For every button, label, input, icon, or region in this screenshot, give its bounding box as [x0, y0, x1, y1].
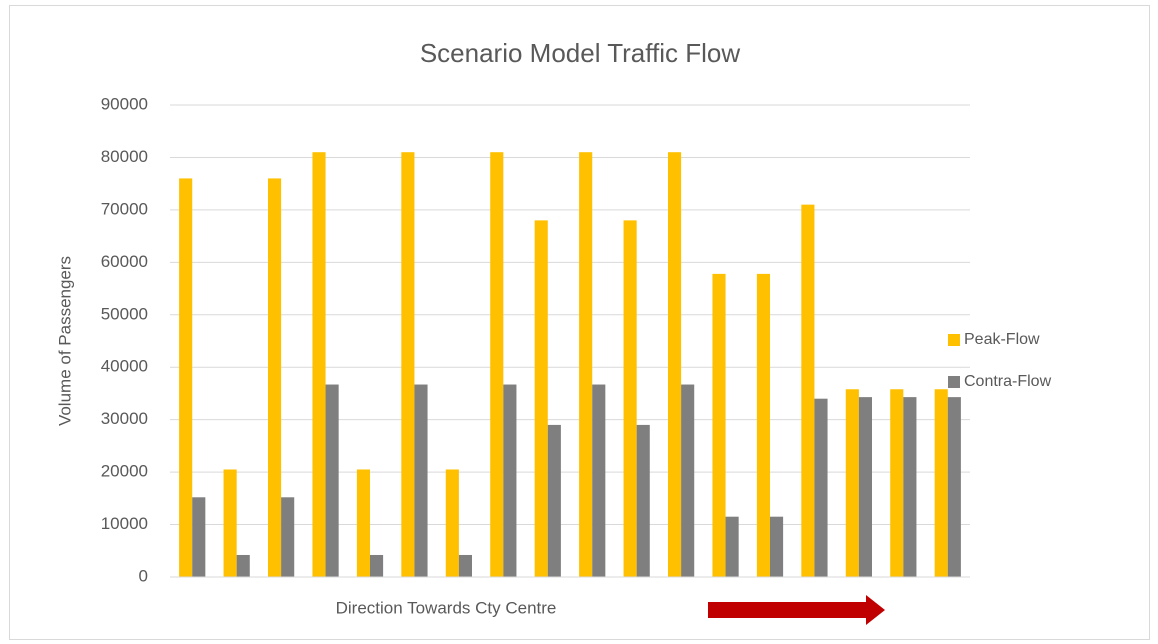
bar — [668, 152, 682, 577]
bar — [579, 152, 593, 577]
legend-label: Contra-Flow — [964, 373, 1052, 390]
bar — [623, 220, 637, 577]
bar — [236, 554, 250, 577]
bar — [179, 178, 193, 577]
y-tick-label: 90000 — [101, 94, 148, 113]
direction-arrow — [708, 595, 885, 625]
bar — [325, 384, 339, 577]
bar — [223, 469, 237, 577]
bar — [534, 220, 548, 577]
y-tick-label: 80000 — [101, 147, 148, 166]
bar — [801, 204, 815, 577]
chart-title: Scenario Model Traffic Flow — [420, 38, 741, 68]
bar — [490, 152, 504, 577]
bar — [934, 389, 948, 577]
y-tick-label: 70000 — [101, 199, 148, 218]
bar — [681, 384, 695, 577]
bar — [192, 497, 206, 577]
bar — [356, 469, 370, 577]
y-tick-label: 20000 — [101, 462, 148, 481]
y-tick-label: 40000 — [101, 357, 148, 376]
bar — [370, 554, 384, 577]
legend-label: Peak-Flow — [964, 331, 1040, 348]
bar — [458, 554, 472, 577]
y-tick-label: 10000 — [101, 514, 148, 533]
bar — [312, 152, 326, 577]
bar — [756, 273, 770, 577]
bar — [414, 384, 428, 577]
bar — [845, 389, 859, 577]
y-tick-label: 0 — [139, 566, 148, 585]
y-axis-label: Volume of Passengers — [55, 256, 74, 426]
bar — [547, 424, 561, 577]
bar — [770, 516, 784, 577]
bar — [445, 469, 459, 577]
legend-swatch — [948, 334, 960, 346]
bar — [636, 424, 650, 577]
y-tick-label: 60000 — [101, 252, 148, 271]
y-tick-label: 30000 — [101, 409, 148, 428]
bar — [712, 273, 726, 577]
x-axis-label: Direction Towards Cty Centre — [336, 598, 557, 617]
y-tick-label: 50000 — [101, 304, 148, 323]
bar — [268, 178, 282, 577]
bar — [814, 398, 828, 577]
bar — [903, 397, 917, 577]
bar — [725, 516, 739, 577]
bar — [947, 397, 961, 577]
bar — [592, 384, 606, 577]
bar — [858, 397, 872, 577]
bar — [401, 152, 415, 577]
bar — [281, 497, 295, 577]
bar — [890, 389, 904, 577]
bar — [503, 384, 517, 577]
legend-swatch — [948, 376, 960, 388]
